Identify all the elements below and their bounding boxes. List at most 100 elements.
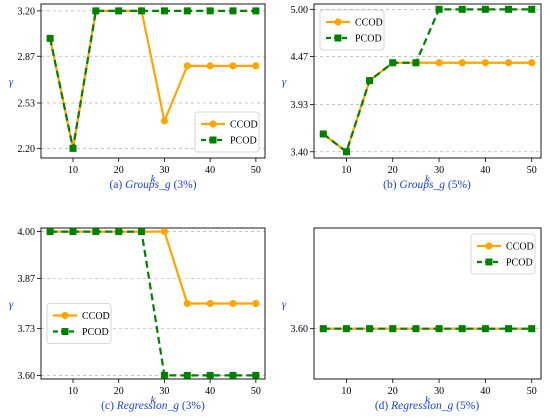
- data-point: [92, 7, 100, 15]
- plot-frame: [40, 3, 266, 159]
- data-point: [528, 59, 536, 67]
- data-point: [504, 59, 513, 67]
- data-point: [46, 228, 54, 236]
- data-point: [229, 7, 237, 15]
- x-axis-label: k: [425, 394, 431, 406]
- x-tick-label: 50: [251, 165, 261, 176]
- legend-label-ccod: CCOD: [355, 18, 383, 29]
- chart-panel-1: 2.20 2.53 2.87 3.20 10 20 30 40 50 γ k CCOD PCOD (a) …: [9, 3, 266, 191]
- data-point: [69, 228, 77, 236]
- data-point: [115, 7, 123, 15]
- data-point: [252, 371, 260, 379]
- x-tick-label: 30: [434, 165, 444, 176]
- data-point: [435, 59, 443, 67]
- series-pcod: [46, 228, 260, 379]
- data-point: [389, 59, 397, 67]
- data-point: [319, 325, 327, 333]
- panel-caption: (b) Groups_g (5%): [383, 179, 471, 191]
- plot-frame: [313, 3, 542, 159]
- x-tick-label: 20: [388, 386, 398, 397]
- data-point: [458, 5, 466, 13]
- data-point: [206, 7, 214, 15]
- x-tick-label: 30: [159, 165, 169, 176]
- y-tick-label: 3.60: [291, 324, 309, 335]
- data-point: [183, 371, 191, 379]
- data-point: [366, 77, 374, 85]
- y-axis-label: γ: [9, 76, 14, 88]
- x-tick-label: 10: [341, 165, 351, 176]
- legend-marker: [485, 242, 493, 250]
- y-tick-label: 2.87: [18, 52, 36, 63]
- data-point: [183, 299, 191, 308]
- legend-label-pcod: PCOD: [82, 327, 109, 338]
- data-point: [206, 62, 214, 70]
- data-point: [229, 371, 237, 379]
- data-point: [252, 299, 260, 308]
- series-line: [322, 8, 532, 153]
- series-pcod: [319, 325, 536, 333]
- data-point: [342, 325, 350, 333]
- x-tick-label: 50: [251, 386, 261, 397]
- data-point: [412, 59, 420, 67]
- data-point: [481, 59, 490, 67]
- data-point: [183, 62, 191, 70]
- panel-caption: (c) Regression_g (3%): [101, 400, 205, 412]
- x-tick-label: 10: [341, 386, 351, 397]
- x-axis-label: k: [151, 394, 157, 406]
- x-tick-label: 40: [205, 165, 215, 176]
- panel-caption: (d) Regression_g (5%): [375, 400, 480, 412]
- y-tick-label: 4.47: [291, 52, 309, 63]
- legend-label-pcod: PCOD: [355, 34, 382, 45]
- caption-dataset: Groups_g: [399, 179, 445, 191]
- data-point: [229, 299, 237, 308]
- data-point: [183, 7, 191, 15]
- caption-dataset: Regression_g: [116, 400, 179, 412]
- caption-dataset: Groups_g: [125, 179, 171, 191]
- series-line: [50, 230, 256, 305]
- data-point: [366, 325, 374, 333]
- legend-marker: [61, 311, 69, 320]
- caption-dataset: Regression_g: [390, 400, 453, 412]
- x-tick-label: 50: [527, 165, 537, 176]
- data-point: [342, 148, 350, 156]
- data-point: [528, 325, 536, 333]
- series-ccod: [319, 59, 536, 156]
- data-point: [252, 62, 260, 70]
- y-axis-label: γ: [282, 299, 287, 311]
- data-point: [252, 7, 260, 15]
- legend-marker: [209, 120, 217, 128]
- legend-label-ccod: CCOD: [230, 120, 258, 131]
- data-point: [435, 5, 443, 13]
- y-tick-label: 5.00: [291, 5, 309, 16]
- legend-label-ccod: CCOD: [82, 311, 110, 322]
- x-tick-label: 40: [480, 165, 490, 176]
- caption-prefix: (b): [383, 179, 399, 191]
- y-tick-label: 3.60: [18, 371, 36, 382]
- caption-prefix: (c): [101, 400, 117, 412]
- series-line: [50, 230, 256, 377]
- legend: CCOD PCOD: [194, 111, 260, 153]
- x-tick-label: 20: [114, 386, 124, 397]
- x-tick-label: 10: [68, 165, 78, 176]
- caption-prefix: (d): [375, 400, 391, 412]
- legend-label-ccod: CCOD: [506, 242, 534, 253]
- x-tick-label: 30: [434, 386, 444, 397]
- series-pcod: [319, 5, 536, 156]
- data-point: [69, 144, 77, 152]
- data-point: [481, 5, 489, 13]
- data-point: [505, 5, 513, 13]
- data-point: [160, 371, 168, 379]
- x-tick-label: 10: [68, 386, 78, 397]
- x-tick-label: 20: [114, 165, 124, 176]
- data-point: [115, 228, 123, 236]
- data-point: [160, 117, 169, 125]
- legend: CCOD PCOD: [319, 9, 385, 51]
- data-point: [229, 62, 237, 70]
- data-point: [319, 130, 327, 138]
- data-point: [160, 7, 168, 15]
- panel-caption: (a) Groups_g (3%): [109, 179, 196, 191]
- y-tick-label: 2.20: [18, 144, 36, 155]
- data-point: [92, 228, 100, 236]
- x-tick-label: 50: [527, 386, 537, 397]
- x-tick-label: 20: [388, 165, 398, 176]
